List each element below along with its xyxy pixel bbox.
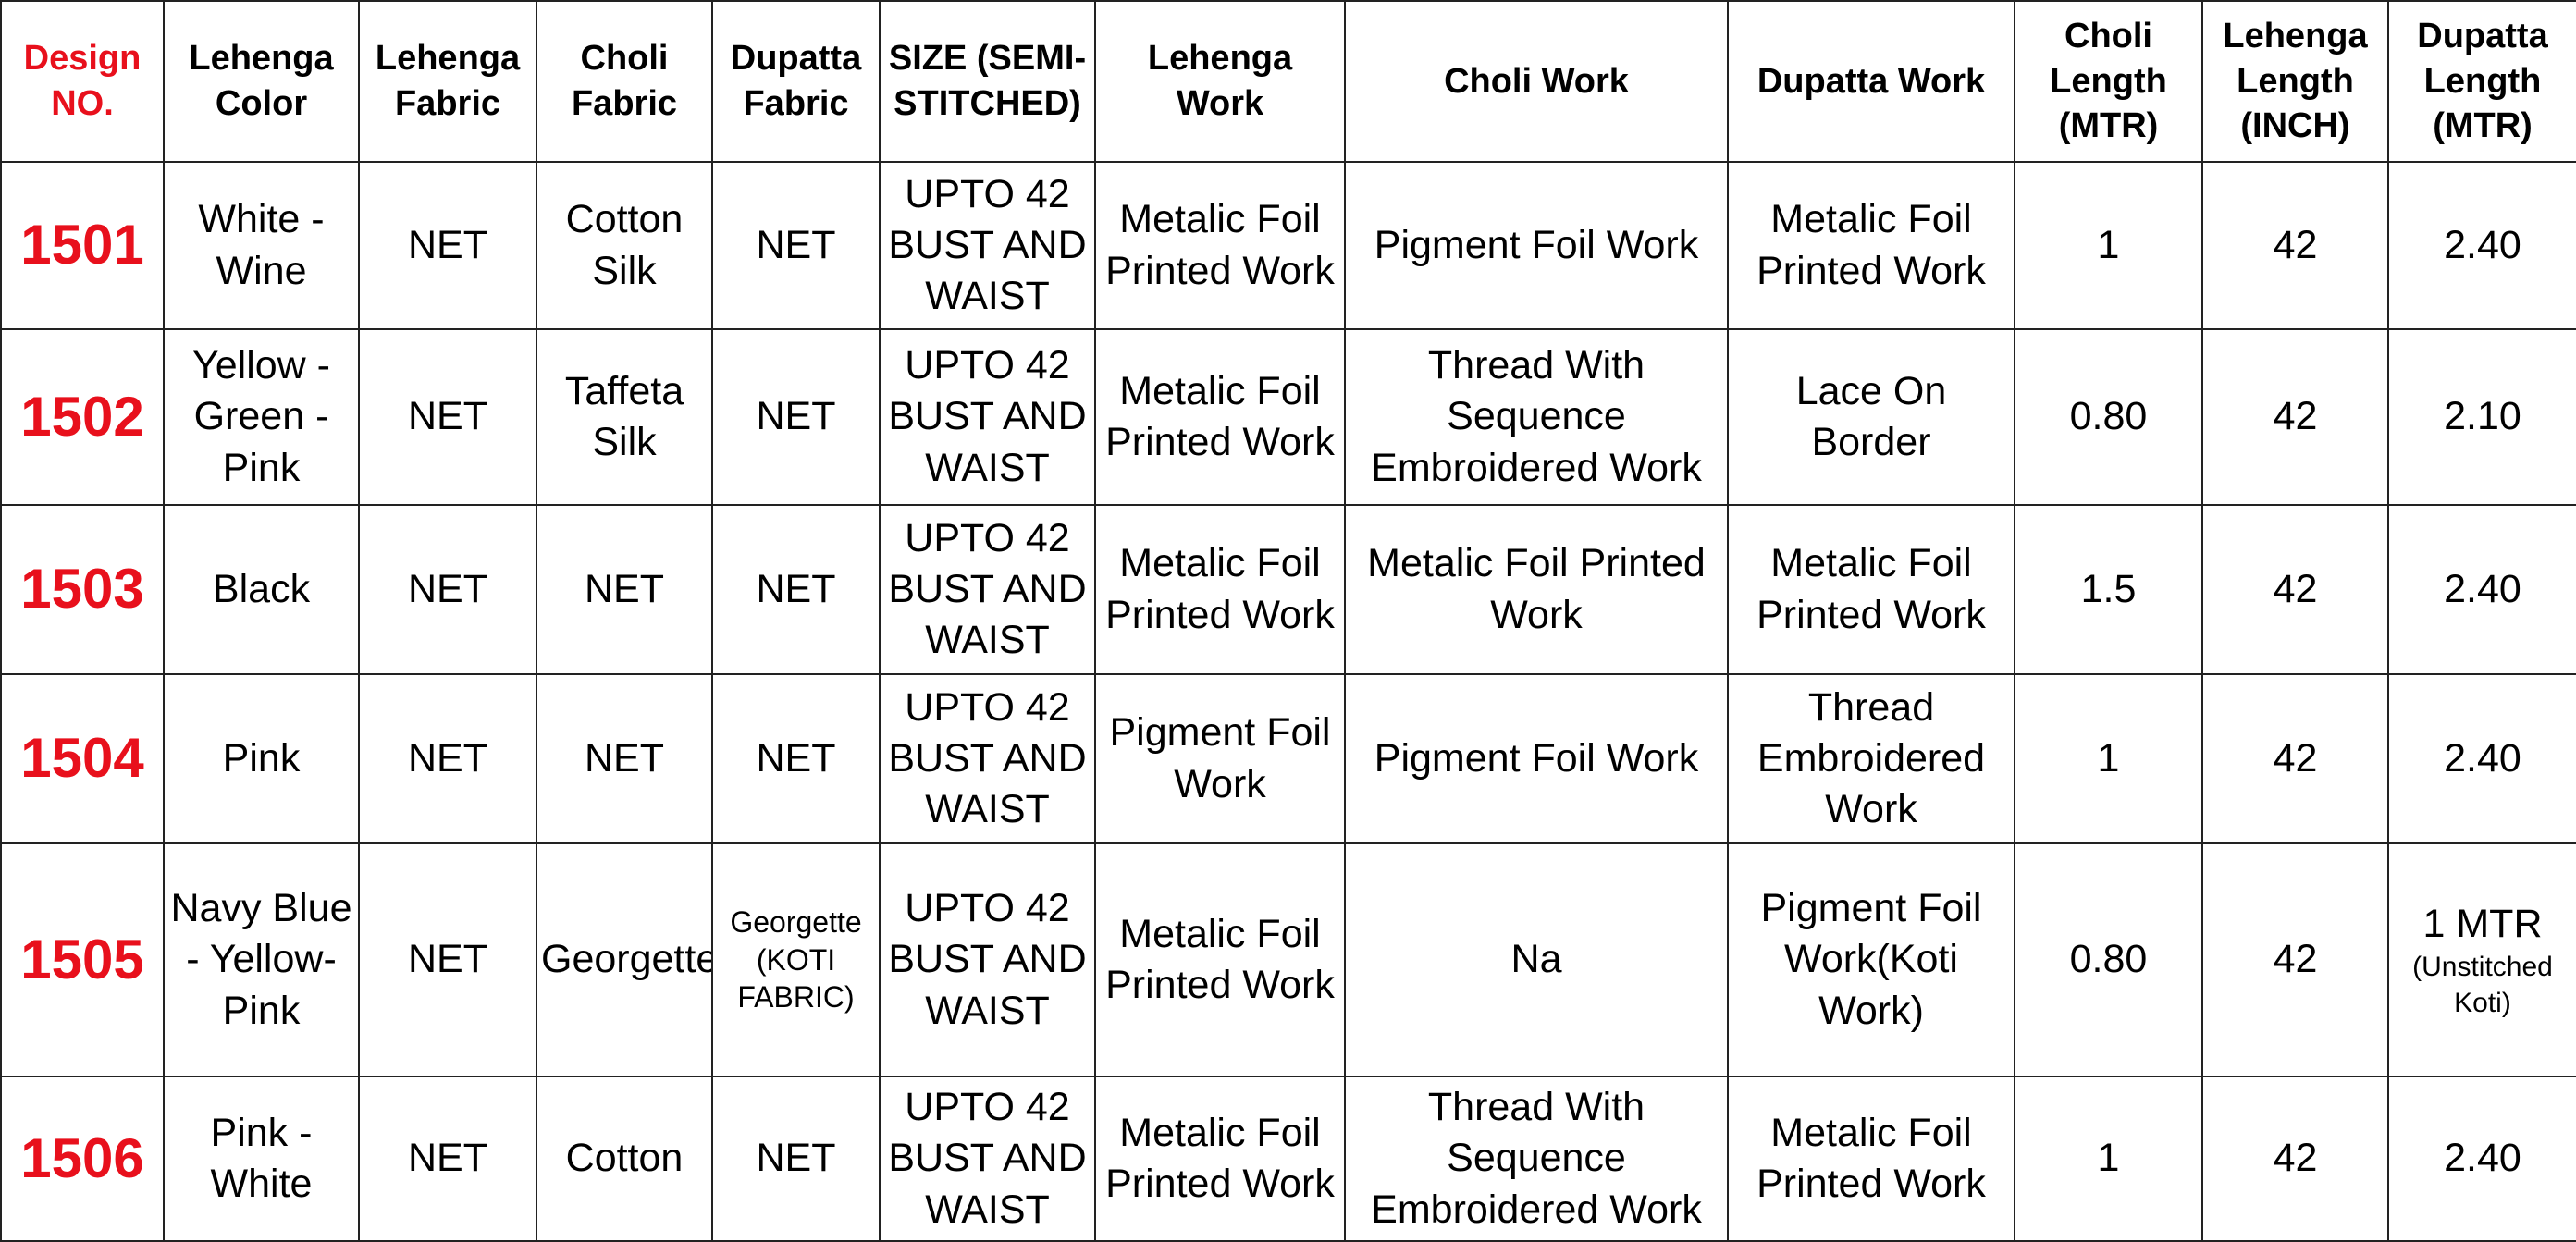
header-cell: Lehenga Length (INCH) [2201, 0, 2389, 163]
table-cell: Metalic Foil Printed Work [1344, 504, 1729, 675]
table-cell: NET [536, 673, 713, 844]
header-cell: Lehenga Work [1094, 0, 1346, 163]
table-cell: Thread With Sequence Embroidered Work [1344, 328, 1729, 506]
table-cell: UPTO 42 BUST AND WAIST [879, 673, 1096, 844]
table-cell: 1.5 [2014, 504, 2203, 675]
table-row: 1506 Pink - White NET Cotton NET UPTO 42 BUST… [0, 1076, 2576, 1242]
table-cell: 1 MTR (Unstitched Koti) [2387, 842, 2576, 1077]
table-cell: 1 [2014, 161, 2203, 330]
table-cell: NET [358, 328, 537, 506]
table-cell: NET [711, 328, 881, 506]
table-cell: 2.40 [2387, 161, 2576, 330]
table-cell: 1 [2014, 1076, 2203, 1242]
table-cell: Cotton Silk [536, 161, 713, 330]
table-cell: Metalic Foil Printed Work [1094, 504, 1346, 675]
design-number: 1505 [0, 842, 165, 1077]
table-cell: Metalic Foil Printed Work [1094, 842, 1346, 1077]
table-cell: Georgette (KOTI FABRIC) [711, 842, 881, 1077]
table-cell: 2.10 [2387, 328, 2576, 506]
table-cell: Black [163, 504, 360, 675]
table-cell: 2.40 [2387, 1076, 2576, 1242]
table-cell: UPTO 42 BUST AND WAIST [879, 1076, 1096, 1242]
table-cell: NET [358, 673, 537, 844]
table-cell: Georgette [536, 842, 713, 1077]
table-cell: NET [358, 161, 537, 330]
table-cell: 42 [2201, 328, 2389, 506]
table-cell: 2.40 [2387, 504, 2576, 675]
table-cell: Cotton [536, 1076, 713, 1242]
table-cell: Pigment Foil Work(Koti Work) [1727, 842, 2015, 1077]
table-cell: NET [358, 504, 537, 675]
table-cell: Pigment Foil Work [1094, 673, 1346, 844]
table-cell: NET [711, 161, 881, 330]
table-cell: Metalic Foil Printed Work [1727, 1076, 2015, 1242]
table-row: 1504 Pink NET NET NET UPTO 42 BUST AND WAIST P… [0, 673, 2576, 844]
header-cell: Choli Fabric [536, 0, 713, 163]
header-cell: Lehenga Fabric [358, 0, 537, 163]
table-row: 1505 Navy Blue - Yellow- Pink NET Georgette… [0, 842, 2576, 1077]
table-cell: Taffeta Silk [536, 328, 713, 506]
table-cell: Thread With Sequence Embroidered Work [1344, 1076, 1729, 1242]
table-row: 1501 White - Wine NET Cotton Silk NET UPTO 42… [0, 161, 2576, 330]
table-cell: 2.40 [2387, 673, 2576, 844]
table-cell: 42 [2201, 673, 2389, 844]
cell-main: 1 MTR [2422, 902, 2543, 947]
table-cell: UPTO 42 BUST AND WAIST [879, 504, 1096, 675]
table-cell: 42 [2201, 161, 2389, 330]
header-cell: Choli Work [1344, 0, 1729, 163]
table-cell: NET [358, 1076, 537, 1242]
table-cell: NET [358, 842, 537, 1077]
table-cell: NET [536, 504, 713, 675]
header-cell: Dupatta Length (MTR) [2387, 0, 2576, 163]
header-cell: Dupatta Work [1727, 0, 2015, 163]
cell-note: (Unstitched Koti) [2412, 952, 2553, 1018]
design-number: 1502 [0, 328, 165, 506]
header-cell: Lehenga Color [163, 0, 360, 163]
table-cell: Pigment Foil Work [1344, 161, 1729, 330]
table-cell: 0.80 [2014, 842, 2203, 1077]
table-cell: Metalic Foil Printed Work [1094, 328, 1346, 506]
header-cell: Design NO. [0, 0, 165, 163]
table-cell: 1 [2014, 673, 2203, 844]
design-number: 1504 [0, 673, 165, 844]
table-cell: White - Wine [163, 161, 360, 330]
table-cell: 42 [2201, 1076, 2389, 1242]
table-cell: Metalic Foil Printed Work [1094, 1076, 1346, 1242]
table-cell: 42 [2201, 842, 2389, 1077]
table-cell: UPTO 42 BUST AND WAIST [879, 842, 1096, 1077]
table-cell: Pink [163, 673, 360, 844]
header-cell: Choli Length (MTR) [2014, 0, 2203, 163]
design-number: 1506 [0, 1076, 165, 1242]
header-cell: SIZE (SEMI-STITCHED) [879, 0, 1096, 163]
table-cell: Metalic Foil Printed Work [1094, 161, 1346, 330]
table-cell: NET [711, 673, 881, 844]
table-cell: UPTO 42 BUST AND WAIST [879, 161, 1096, 330]
table-cell: Thread Embroidered Work [1727, 673, 2015, 844]
table-cell: Pigment Foil Work [1344, 673, 1729, 844]
design-number: 1501 [0, 161, 165, 330]
table-cell: Na [1344, 842, 1729, 1077]
table-row: 1502 Yellow - Green - Pink NET Taffeta Silk… [0, 328, 2576, 506]
table-row: 1503 Black NET NET NET UPTO 42 BUST AND WAIST… [0, 504, 2576, 675]
table-cell: Yellow - Green - Pink [163, 328, 360, 506]
table-cell: NET [711, 1076, 881, 1242]
header-cell: Dupatta Fabric [711, 0, 881, 163]
design-number: 1503 [0, 504, 165, 675]
header-row: Design NO. Lehenga Color Lehenga Fabric Cho… [0, 0, 2576, 163]
table-cell: Metalic Foil Printed Work [1727, 504, 2015, 675]
table-cell: UPTO 42 BUST AND WAIST [879, 328, 1096, 506]
table-cell: Lace On Border [1727, 328, 2015, 506]
table-cell: 0.80 [2014, 328, 2203, 506]
table-cell: Navy Blue - Yellow- Pink [163, 842, 360, 1077]
table-cell: NET [711, 504, 881, 675]
table-cell: 42 [2201, 504, 2389, 675]
table-cell: Metalic Foil Printed Work [1727, 161, 2015, 330]
table-cell: Pink - White [163, 1076, 360, 1242]
